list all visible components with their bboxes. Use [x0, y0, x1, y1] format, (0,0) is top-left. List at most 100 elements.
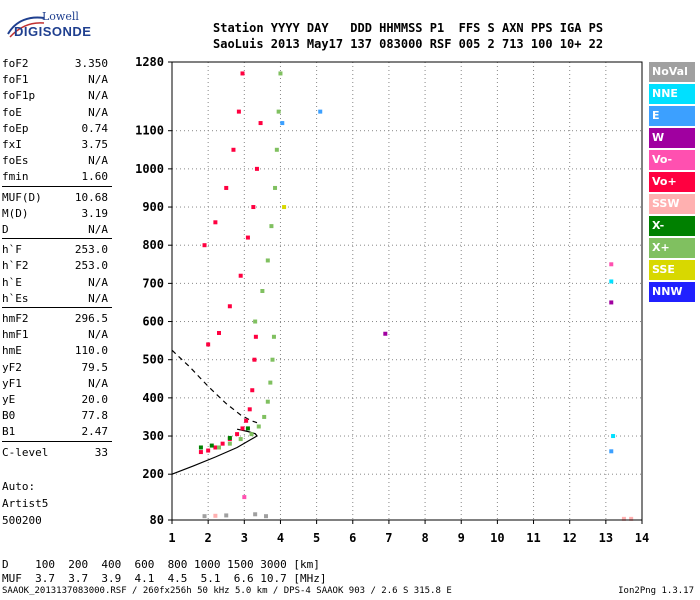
data-point-noval [253, 512, 258, 517]
x-tick-label: 11 [526, 531, 540, 545]
grid-dot [207, 222, 209, 223]
grid-dot [460, 142, 462, 143]
grid-dot [456, 397, 457, 399]
grid-dot [388, 246, 390, 247]
grid-dot [352, 346, 354, 347]
param-key: h`F [2, 243, 22, 257]
grid-dot [212, 168, 213, 170]
grid-dot [392, 206, 393, 208]
grid-dot [243, 482, 245, 483]
grid-dot [569, 402, 571, 403]
grid-dot [424, 258, 426, 259]
grid-dot [569, 430, 571, 431]
grid-dot [496, 442, 498, 443]
grid-dot [496, 434, 498, 435]
grid-dot [480, 282, 481, 284]
grid-dot [207, 482, 209, 483]
grid-dot [208, 130, 209, 132]
grid-dot [207, 398, 209, 399]
grid-dot [312, 359, 313, 361]
grid-dot [424, 382, 426, 383]
grid-dot [436, 168, 437, 170]
grid-dot [628, 473, 629, 475]
grid-dot [468, 435, 469, 437]
grid-dot [388, 386, 390, 387]
grid-dot [388, 458, 390, 459]
grid-dot [388, 202, 390, 203]
grid-dot [279, 166, 281, 167]
param-key: foEs [2, 154, 29, 168]
param-row: M(D) 3.19 [2, 205, 112, 223]
grid-dot [243, 206, 245, 207]
grid-dot [605, 170, 607, 171]
grid-dot [243, 314, 245, 315]
grid-dot [224, 130, 225, 132]
grid-dot [496, 238, 498, 239]
grid-dot [352, 494, 354, 495]
grid-dot [352, 466, 354, 467]
grid-dot [569, 154, 571, 155]
data-point-nne [609, 279, 614, 284]
grid-dot [279, 270, 281, 271]
grid-dot [448, 206, 449, 208]
grid-dot [224, 206, 225, 208]
grid-dot [548, 359, 549, 361]
grid-dot [207, 190, 209, 191]
grid-dot [316, 321, 317, 323]
grid-dot [468, 359, 469, 361]
grid-dot [384, 168, 385, 170]
grid-dot [243, 418, 245, 419]
grid-dot [568, 321, 569, 323]
grid-dot [243, 502, 245, 503]
grid-dot [376, 130, 377, 132]
grid-dot [207, 466, 209, 467]
grid-dot [240, 321, 241, 323]
grid-dot [532, 282, 533, 284]
grid-dot [212, 244, 213, 246]
grid-dot [584, 435, 585, 437]
grid-dot [268, 244, 269, 246]
grid-dot [243, 310, 245, 311]
grid-dot [216, 435, 217, 437]
grid-dot [496, 390, 498, 391]
grid-dot [444, 321, 445, 323]
data-point-w [609, 300, 614, 305]
grid-dot [424, 86, 426, 87]
grid-dot [243, 110, 245, 111]
grid-dot [440, 359, 441, 361]
grid-dot [496, 470, 498, 471]
grid-dot [243, 178, 245, 179]
grid-dot [352, 166, 354, 167]
grid-dot [388, 398, 390, 399]
grid-dot [504, 282, 505, 284]
grid-dot [564, 130, 565, 132]
grid-dot [533, 138, 535, 139]
grid-dot [279, 370, 281, 371]
grid-dot [533, 258, 535, 259]
grid-dot [344, 359, 345, 361]
grid-dot [460, 110, 462, 111]
grid-dot [605, 374, 607, 375]
grid-dot [496, 210, 498, 211]
grid-dot [380, 473, 381, 475]
grid-dot [496, 454, 498, 455]
grid-dot [352, 106, 354, 107]
grid-dot [460, 146, 462, 147]
grid-dot [352, 168, 353, 170]
grid-dot [336, 359, 337, 361]
grid-dot [424, 310, 426, 311]
grid-dot [569, 514, 571, 515]
grid-dot [243, 118, 245, 119]
grid-dot [388, 66, 390, 67]
grid-dot [496, 359, 497, 361]
plot-frame [171, 61, 643, 521]
grid-dot [460, 397, 461, 399]
grid-dot [533, 166, 535, 167]
grid-dot [316, 310, 318, 311]
grid-dot [476, 359, 477, 361]
grid-dot [332, 168, 333, 170]
grid-dot [569, 394, 571, 395]
grid-dot [243, 230, 245, 231]
grid-dot [332, 473, 333, 475]
grid-dot [428, 168, 429, 170]
